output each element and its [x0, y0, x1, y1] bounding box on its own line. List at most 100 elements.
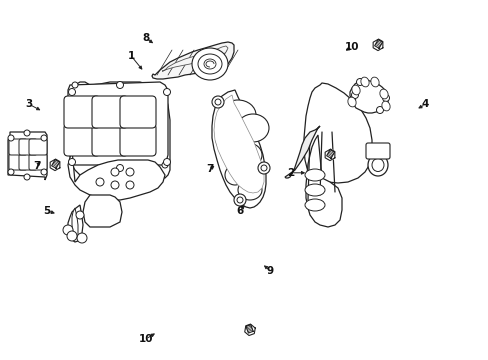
FancyBboxPatch shape: [9, 139, 27, 155]
Ellipse shape: [192, 48, 227, 80]
Ellipse shape: [215, 99, 221, 105]
Ellipse shape: [76, 211, 84, 219]
Ellipse shape: [305, 199, 325, 211]
Ellipse shape: [234, 194, 245, 206]
Polygon shape: [68, 205, 83, 242]
Ellipse shape: [8, 135, 14, 141]
FancyBboxPatch shape: [29, 139, 47, 155]
Polygon shape: [162, 46, 227, 71]
Text: 9: 9: [266, 266, 273, 276]
Ellipse shape: [116, 81, 123, 89]
Ellipse shape: [198, 54, 222, 74]
Ellipse shape: [376, 107, 383, 113]
Ellipse shape: [163, 158, 170, 166]
Ellipse shape: [351, 85, 359, 95]
FancyBboxPatch shape: [64, 96, 100, 128]
Ellipse shape: [24, 174, 30, 180]
FancyBboxPatch shape: [29, 154, 47, 170]
Polygon shape: [72, 208, 78, 238]
Ellipse shape: [224, 165, 244, 185]
Polygon shape: [285, 126, 319, 178]
Polygon shape: [8, 132, 47, 180]
Ellipse shape: [126, 181, 134, 189]
Ellipse shape: [261, 165, 266, 171]
Ellipse shape: [24, 130, 30, 136]
Polygon shape: [152, 42, 234, 79]
Ellipse shape: [68, 89, 75, 95]
Ellipse shape: [382, 94, 389, 102]
Ellipse shape: [347, 97, 355, 107]
Polygon shape: [374, 39, 382, 48]
Ellipse shape: [379, 89, 387, 99]
FancyBboxPatch shape: [64, 124, 100, 156]
Ellipse shape: [216, 129, 240, 151]
FancyBboxPatch shape: [120, 124, 156, 156]
Ellipse shape: [305, 169, 325, 181]
Ellipse shape: [258, 162, 269, 174]
Ellipse shape: [356, 78, 363, 86]
Ellipse shape: [68, 158, 75, 166]
Ellipse shape: [305, 184, 325, 196]
Ellipse shape: [72, 82, 78, 88]
Ellipse shape: [41, 169, 47, 175]
Text: 10: 10: [344, 42, 359, 52]
Ellipse shape: [163, 89, 170, 95]
Text: 2: 2: [287, 168, 294, 178]
Ellipse shape: [111, 168, 119, 176]
Ellipse shape: [116, 165, 123, 171]
Ellipse shape: [360, 77, 368, 87]
Text: 1: 1: [127, 51, 134, 61]
Ellipse shape: [77, 233, 87, 243]
Ellipse shape: [220, 100, 256, 130]
Ellipse shape: [371, 158, 383, 171]
Polygon shape: [214, 95, 264, 193]
Ellipse shape: [126, 168, 134, 176]
Polygon shape: [304, 83, 371, 183]
Polygon shape: [305, 135, 341, 227]
Ellipse shape: [41, 135, 47, 141]
Ellipse shape: [367, 154, 387, 176]
Ellipse shape: [203, 59, 216, 69]
Polygon shape: [349, 80, 387, 113]
Polygon shape: [326, 149, 334, 158]
Ellipse shape: [67, 231, 77, 241]
Ellipse shape: [370, 77, 378, 87]
Polygon shape: [68, 82, 170, 178]
Polygon shape: [325, 149, 334, 161]
Ellipse shape: [212, 96, 224, 108]
Polygon shape: [52, 159, 60, 168]
Ellipse shape: [351, 91, 358, 99]
Text: 7: 7: [206, 164, 214, 174]
Polygon shape: [212, 90, 265, 208]
Ellipse shape: [234, 143, 262, 167]
Polygon shape: [372, 39, 382, 51]
Ellipse shape: [111, 181, 119, 189]
Polygon shape: [83, 195, 122, 227]
Ellipse shape: [8, 169, 14, 175]
FancyBboxPatch shape: [9, 154, 27, 170]
Text: 8: 8: [142, 33, 149, 43]
FancyBboxPatch shape: [19, 139, 37, 155]
FancyBboxPatch shape: [92, 96, 128, 128]
Polygon shape: [244, 324, 255, 336]
Ellipse shape: [238, 180, 262, 200]
Text: 5: 5: [43, 206, 50, 216]
Polygon shape: [68, 82, 168, 165]
Polygon shape: [50, 159, 60, 171]
Polygon shape: [68, 150, 164, 200]
Ellipse shape: [381, 101, 389, 111]
Text: 4: 4: [421, 99, 428, 109]
Ellipse shape: [63, 225, 73, 235]
Ellipse shape: [237, 114, 268, 142]
Ellipse shape: [162, 162, 168, 168]
Polygon shape: [245, 324, 253, 333]
FancyBboxPatch shape: [120, 96, 156, 128]
FancyBboxPatch shape: [365, 143, 389, 159]
Text: 3: 3: [26, 99, 33, 109]
FancyBboxPatch shape: [19, 154, 37, 170]
Ellipse shape: [237, 197, 243, 203]
Text: 10: 10: [138, 334, 153, 344]
Ellipse shape: [96, 178, 104, 186]
Text: 7: 7: [33, 161, 41, 171]
FancyBboxPatch shape: [92, 124, 128, 156]
